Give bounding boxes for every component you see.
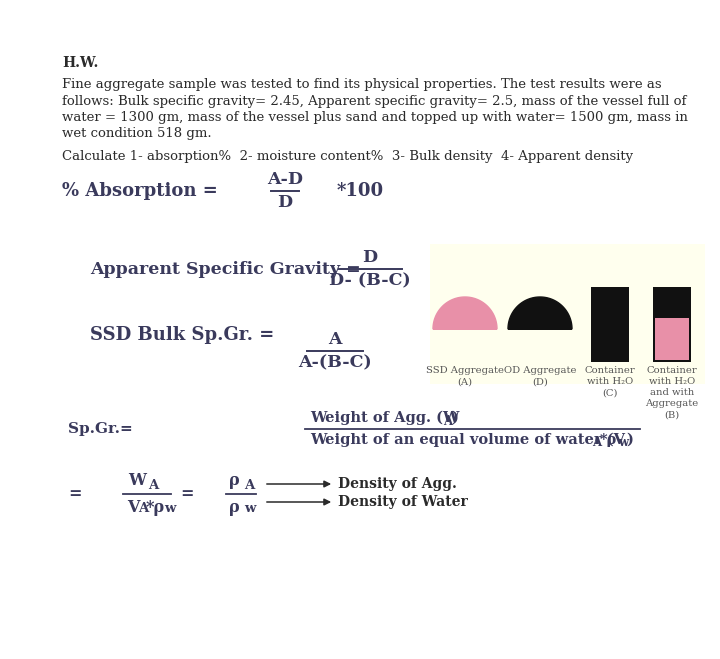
Text: Weight of Agg. (W: Weight of Agg. (W: [310, 411, 459, 425]
Text: *ρ: *ρ: [146, 499, 165, 516]
Text: % Absorption =: % Absorption =: [62, 182, 217, 200]
Text: Container
with H₂O
(C): Container with H₂O (C): [585, 366, 635, 397]
Text: Calculate 1- absorption%  2- moisture content%  3- Bulk density  4- Apparent den: Calculate 1- absorption% 2- moisture con…: [62, 150, 633, 163]
Bar: [655, 318, 689, 360]
Text: ): ): [626, 433, 633, 447]
Text: follows: Bulk specific gravity= 2.45, Apparent specific gravity= 2.5, mass of th: follows: Bulk specific gravity= 2.45, Ap…: [62, 94, 686, 107]
Text: =: =: [68, 486, 81, 503]
Polygon shape: [508, 297, 572, 329]
Text: Weight of an equal volume of water (V: Weight of an equal volume of water (V: [310, 433, 625, 447]
Text: Sp.Gr.=: Sp.Gr.=: [68, 422, 132, 436]
Text: D: D: [362, 249, 377, 266]
Text: A: A: [443, 415, 452, 428]
Text: ρ: ρ: [229, 499, 239, 516]
Text: Density of Water: Density of Water: [338, 495, 468, 509]
Text: *ρ: *ρ: [600, 433, 617, 447]
Bar: [430, 244, 705, 384]
Text: =: =: [180, 486, 194, 503]
Text: water = 1300 gm, mass of the vessel plus sand and topped up with water= 1500 gm,: water = 1300 gm, mass of the vessel plus…: [62, 111, 688, 124]
Text: A: A: [138, 502, 148, 515]
Text: w: w: [244, 502, 256, 515]
Text: A-(B-C): A-(B-C): [298, 354, 372, 371]
Text: Container
with H₂O
and with
Aggregate
(B): Container with H₂O and with Aggregate (B…: [645, 366, 698, 419]
Bar: [653, 287, 691, 362]
Text: Density of Agg.: Density of Agg.: [338, 477, 457, 491]
Text: W: W: [128, 472, 146, 489]
Polygon shape: [433, 297, 497, 329]
Text: w: w: [164, 502, 176, 515]
Text: H.W.: H.W.: [62, 56, 99, 70]
Text: ): ): [451, 411, 458, 425]
Text: D: D: [277, 194, 292, 211]
Text: SSD Aggregate
(A): SSD Aggregate (A): [426, 366, 504, 386]
Text: D- (B-C): D- (B-C): [329, 272, 411, 289]
Text: A: A: [592, 436, 601, 449]
Text: V: V: [127, 499, 140, 516]
Text: w: w: [618, 436, 628, 449]
Text: OD Aggregate
(D): OD Aggregate (D): [504, 366, 576, 386]
Text: Apparent Specific Gravity =: Apparent Specific Gravity =: [90, 260, 361, 277]
Text: *100: *100: [337, 182, 384, 200]
Text: SSD Bulk Sp.Gr. =: SSD Bulk Sp.Gr. =: [90, 326, 274, 344]
Text: A: A: [148, 479, 158, 492]
Text: A: A: [328, 331, 342, 348]
Bar: [591, 287, 629, 362]
Text: A: A: [244, 479, 254, 492]
Text: ρ: ρ: [229, 472, 239, 489]
Text: wet condition 518 gm.: wet condition 518 gm.: [62, 127, 212, 140]
Text: Fine aggregate sample was tested to find its physical properties. The test resul: Fine aggregate sample was tested to find…: [62, 78, 662, 91]
Text: A-D: A-D: [267, 171, 303, 188]
